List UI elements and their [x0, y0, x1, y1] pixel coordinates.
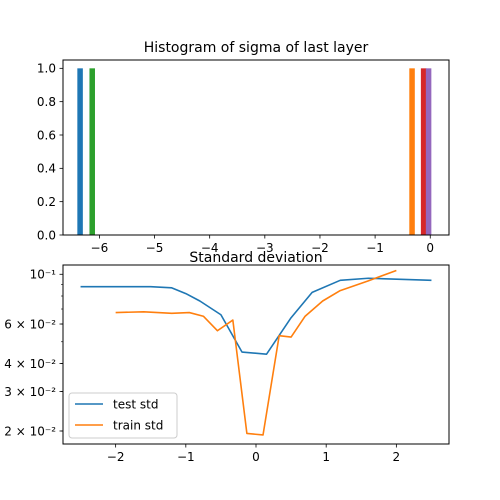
histogram-x-tick-label: −2 — [311, 241, 329, 255]
line-x-tick-label: 0 — [252, 450, 260, 464]
histogram-y-tick-label: 0.2 — [37, 195, 56, 209]
histogram-axes-frame — [62, 59, 450, 236]
series-line-train-std — [115, 269, 397, 436]
line-y-tick-label: 6 × 10⁻² — [4, 317, 56, 331]
histogram-y-tick-label: 0.4 — [37, 162, 56, 176]
line-y-tick-label: 3 × 10⁻² — [4, 385, 56, 399]
histogram-x-tick-label: 0 — [426, 241, 434, 255]
histogram-x-tick-label: −6 — [91, 241, 109, 255]
histogram-subplot: Histogram of sigma of last layer −6 −5 −4−… — [37, 40, 450, 255]
histogram-x-tick-label: −1 — [366, 241, 384, 255]
legend: test std train std — [68, 392, 178, 439]
line-title: Standard deviation — [189, 250, 322, 266]
histogram-bar-4 — [420, 68, 427, 235]
histogram-y-ticks: 0.0 0.2 0.4 0.6 0.8 1.0 — [37, 62, 63, 242]
line-axes-frame — [62, 264, 450, 445]
histogram-y-tick-label: 1.0 — [37, 62, 56, 76]
histogram-y-tick-label: 0.6 — [37, 128, 56, 142]
line-y-tick-label: 2 × 10⁻² — [4, 424, 56, 438]
legend-label-test-std: test std — [113, 398, 158, 412]
line-y-tick-label: 10⁻¹ — [30, 268, 57, 282]
line-x-tick-label: 1 — [322, 450, 330, 464]
line-series-group — [80, 269, 432, 436]
line-x-ticks: −2 −1 0 1 2 — [107, 444, 400, 464]
histogram-x-tick-label: −4 — [201, 241, 219, 255]
histogram-bar-3 — [409, 68, 415, 235]
line-x-tick-label: −2 — [107, 450, 125, 464]
line-x-tick-label: 2 — [393, 450, 401, 464]
histogram-x-tick-label: −5 — [146, 241, 164, 255]
histogram-x-ticks: −6 −5 −4 −3 −2 −1 0 — [91, 235, 434, 255]
histogram-title: Histogram of sigma of last layer — [144, 40, 369, 56]
line-y-ticks: 2 × 10⁻² 3 × 10⁻² 4 × 10⁻² 6 × 10⁻² 10⁻¹ — [4, 268, 63, 438]
histogram-x-tick-label: −3 — [256, 241, 274, 255]
line-subplot: −2 −1 0 1 2 2 × 10⁻² 3 × 10⁻² 4 × 10⁻² 6 × 10⁻²… — [4, 250, 450, 464]
histogram-bar-2 — [89, 68, 95, 235]
histogram-y-tick-label: 0.0 — [37, 228, 56, 242]
histogram-y-tick-label: 0.8 — [37, 95, 56, 109]
line-y-tick-label: 4 × 10⁻² — [4, 357, 56, 371]
line-x-tick-label: −1 — [177, 450, 195, 464]
legend-label-train-std: train std — [113, 419, 163, 433]
histogram-bar-1 — [77, 68, 83, 235]
histogram-bars — [77, 68, 432, 235]
series-line-test-std — [80, 277, 432, 356]
histogram-bar-5 — [425, 68, 432, 235]
